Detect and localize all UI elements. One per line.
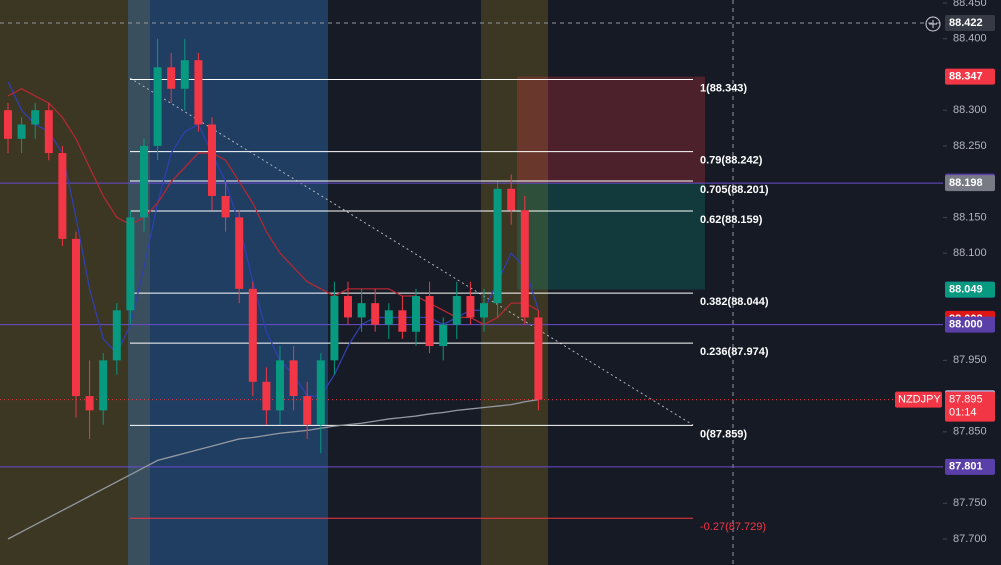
moving-average [7,81,540,397]
fib-label: 0.62(88.159) [700,214,763,226]
fib-label: 0(87.859) [700,428,747,440]
candle-body [248,288,257,382]
candle-body [507,188,516,211]
price-tag-label: 88.000 [949,319,983,331]
add-button[interactable] [925,16,941,32]
y-tick-label: 87.950 [953,354,987,366]
candle-body [534,317,543,400]
candle-body [412,296,420,332]
price-tag [945,458,995,475]
candle-body [452,296,461,325]
y-tick-label: 88.450 [953,0,987,9]
candle-body [493,188,502,304]
y-tick-label: 87.850 [953,426,987,438]
candle-body [99,360,108,411]
candle-body [466,296,475,318]
candle-body [371,303,380,325]
candle-body [180,60,189,89]
price-tag [945,281,995,298]
fib-label: 0.382(88.044) [700,296,769,308]
candle-body [398,310,407,332]
price-tag-label: 88.049 [949,283,983,295]
price-tag-label: 88.198 [949,177,983,189]
y-tick-label: 88.100 [953,247,987,259]
session-zone [0,0,128,565]
candle-body [44,110,53,154]
fib-label: 1(88.343) [700,82,747,94]
price-tag-label: 87.801 [949,461,983,473]
fib-label: 0.79(88.242) [700,155,763,167]
session-zone [328,0,481,565]
last-price-label: 87.895 [949,394,983,406]
trend-line [129,77,694,426]
session-zone [481,0,548,565]
candle-body [126,217,135,311]
candle-body [425,296,434,347]
candle-body [85,396,94,411]
candle-body [262,381,271,411]
y-tick-label: 88.300 [953,104,987,116]
price-tag-label: 88.347 [949,71,983,83]
moving-average [7,88,539,326]
y-tick-label: 88.150 [953,211,987,223]
fib-label: 0.705(88.201) [700,184,769,196]
countdown: 01:14 [949,407,977,419]
y-tick-label: 87.750 [953,497,987,509]
candle-body [208,124,216,196]
fib-label: 0.236(87.974) [700,346,769,358]
candle-body [480,303,488,318]
price-tag [945,68,995,85]
y-tick-label: 88.400 [953,33,987,45]
fib-label: -0.27(87.729) [700,521,766,533]
symbol-tag [895,391,942,408]
candle-body [4,110,12,139]
candle-body [221,195,230,218]
candle-body [344,296,352,318]
candle-body [316,360,325,425]
crosshair-tag [945,15,995,32]
candle-body [357,303,366,318]
add-icon [929,20,937,28]
candle-body [167,67,176,89]
candle-body [303,396,312,425]
y-tick-label: 88.250 [953,140,987,152]
price-tag [945,316,995,333]
target-zone [517,183,705,290]
stop-zone [517,76,705,184]
candle-body [72,238,80,397]
price-tag [945,175,995,192]
candle-body [112,310,121,361]
candle-body [439,324,448,347]
candle-body [194,60,203,125]
candle-body [330,296,339,361]
candle-body [17,124,26,139]
symbol-label: NZDJPY [898,394,941,406]
crosshair-tag-label: 88.422 [949,17,983,29]
last-price-tag [945,391,995,422]
candle-body [58,153,67,239]
candle-body [289,360,298,397]
moving-average [7,398,539,540]
candle-body [384,310,393,325]
candle-body [235,217,244,289]
candle-body [520,210,529,318]
candle-body [31,110,40,125]
candle-body [276,360,284,411]
y-tick-label: 87.700 [953,533,987,545]
candle-body [140,145,148,218]
candle-body [153,67,162,146]
